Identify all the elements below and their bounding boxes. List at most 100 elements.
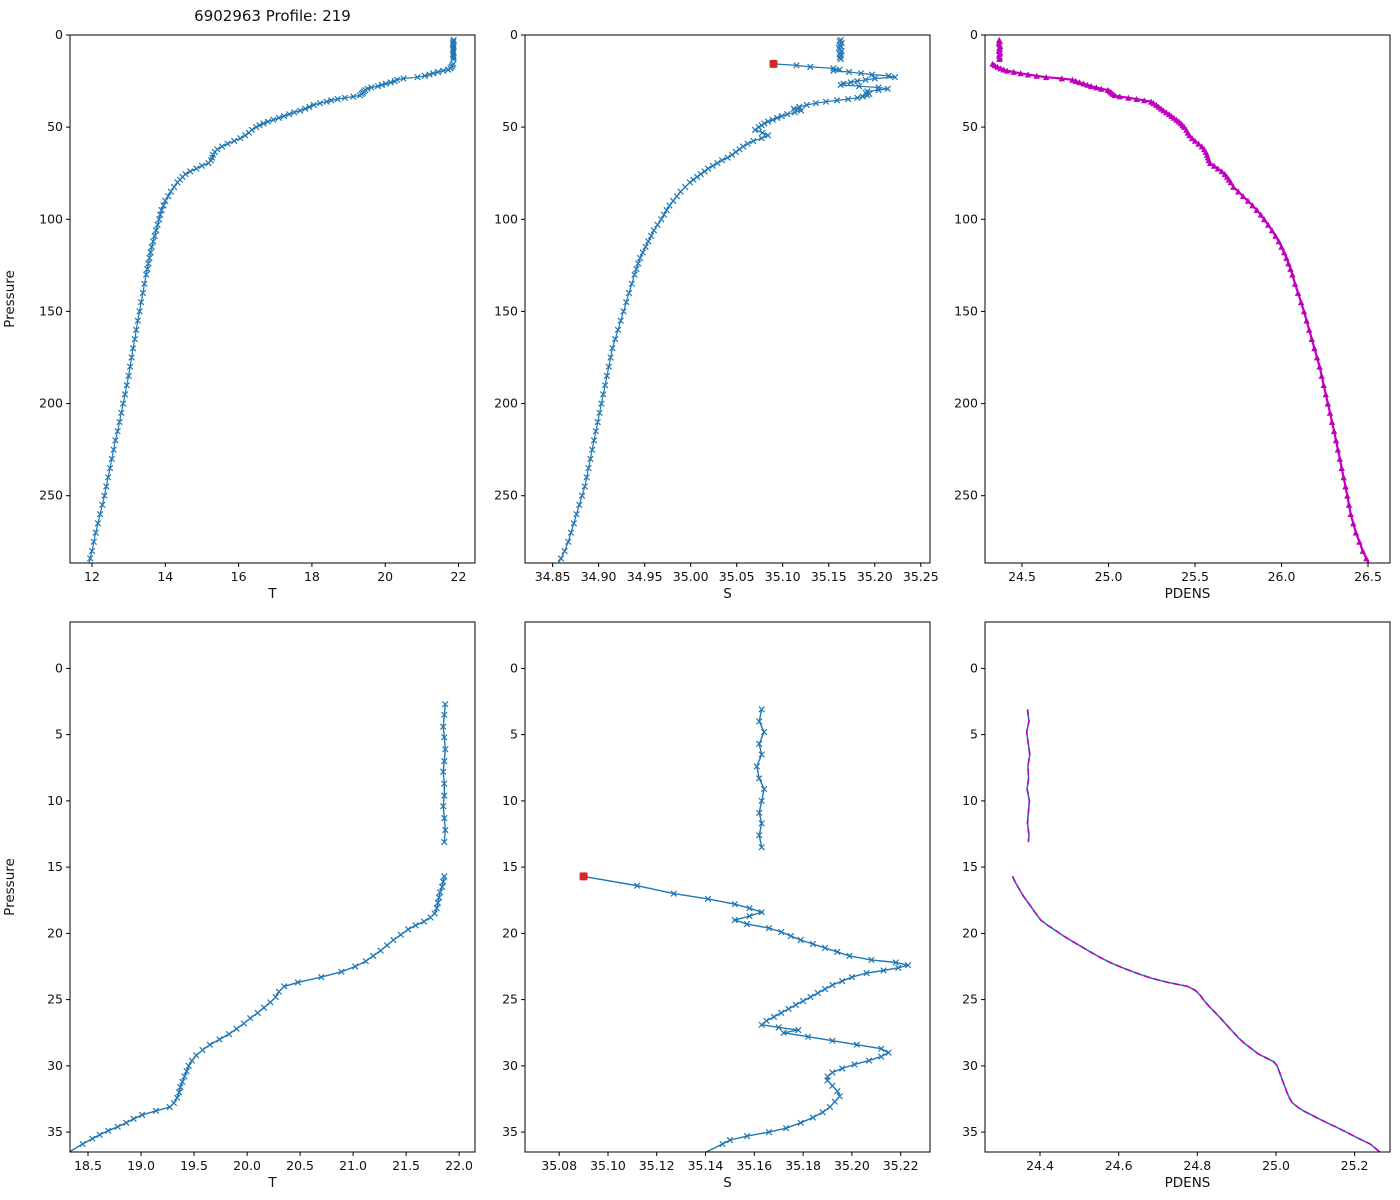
y-tick-label: 25 <box>47 992 63 1007</box>
y-tick-label: 30 <box>502 1058 518 1073</box>
y-tick-label: 150 <box>954 303 978 318</box>
y-tick-label: 250 <box>494 488 518 503</box>
y-tick-label: 15 <box>502 859 518 874</box>
x-tick-label: 18 <box>304 569 320 584</box>
x-markers <box>439 700 449 846</box>
plot-area <box>989 36 1370 563</box>
x-tick-label: 21.5 <box>392 1158 420 1173</box>
x-tick-label: 34.95 <box>627 569 663 584</box>
potential-density-profile-upper <box>1011 876 1382 1152</box>
y-tick-label: 100 <box>954 211 978 226</box>
y-tick-label: 200 <box>39 396 63 411</box>
x-tick-label: 35.00 <box>673 569 709 584</box>
x-tick-label: 20.0 <box>233 1158 261 1173</box>
y-tick-label: 20 <box>962 925 978 940</box>
y-tick-label: 20 <box>502 925 518 940</box>
x-tick-label: 22.0 <box>445 1158 473 1173</box>
x-tick-label: 14 <box>157 569 173 584</box>
x-axis-label: S <box>723 586 732 600</box>
highlighted-sample <box>579 872 588 881</box>
y-tick-label: 5 <box>510 727 518 742</box>
x-tick-label: 35.08 <box>541 1158 577 1173</box>
x-axis-label: S <box>723 1175 732 1191</box>
x-tick-label: 35.20 <box>834 1158 870 1173</box>
y-tick-label: 25 <box>962 992 978 1007</box>
axes-frame <box>524 34 931 564</box>
y-tick-label: 10 <box>962 793 978 808</box>
plot-area <box>557 36 899 563</box>
axes-frame <box>69 621 476 1153</box>
x-tick-label: 35.22 <box>883 1158 919 1173</box>
figure-title: 6902963 Profile: 219 <box>194 7 351 25</box>
x-tick-label: 20.5 <box>286 1158 314 1173</box>
x-tick-label: 35.25 <box>903 569 939 584</box>
y-tick-label: 0 <box>970 27 978 42</box>
plot-area <box>1011 709 1382 1152</box>
x-markers <box>580 873 912 1152</box>
x-tick-label: 35.12 <box>639 1158 675 1173</box>
x-tick-label: 35.14 <box>688 1158 724 1173</box>
y-tick-label: 250 <box>39 488 63 503</box>
x-tick-label: 16 <box>231 569 247 584</box>
x-tick-label: 35.16 <box>736 1158 772 1173</box>
y-tick-label: 30 <box>962 1058 978 1073</box>
plot-area <box>86 36 457 563</box>
y-tick-label: 35 <box>502 1124 518 1139</box>
axes-frame <box>69 34 476 564</box>
x-axis-label: T <box>267 586 277 600</box>
y-tick-label: 5 <box>970 727 978 742</box>
y-tick-label: 200 <box>954 396 978 411</box>
y-tick-label: 0 <box>510 27 518 42</box>
x-tick-label: 20 <box>377 569 393 584</box>
x-tick-label: 25.5 <box>1181 569 1209 584</box>
chart-temperature-full: 12 14 16 18 20 22 0 50 100 150 200 250 T Pressure 6902… <box>2 7 476 600</box>
y-tick-label: 50 <box>962 119 978 134</box>
y-tick-label: 25 <box>502 992 518 1007</box>
x-tick-label: 22 <box>451 569 467 584</box>
x-tick-label: 24.6 <box>1105 1158 1133 1173</box>
x-tick-label: 19.0 <box>127 1158 155 1173</box>
axes-frame <box>524 621 931 1153</box>
x-tick-label: 26.0 <box>1268 569 1296 584</box>
chart-density-full: 24.5 25.0 25.5 26.0 26.5 0 50 100 150 200 250 PDENS <box>954 27 1391 600</box>
temperature-profile <box>88 63 454 563</box>
x-markers <box>557 60 899 562</box>
x-tick-label: 24.5 <box>1008 569 1036 584</box>
x-tick-label: 34.85 <box>535 569 571 584</box>
y-tick-label: 15 <box>47 859 63 874</box>
y-tick-label: 100 <box>494 211 518 226</box>
potential-density-profile-upper <box>1025 709 1031 843</box>
x-markers <box>449 36 457 63</box>
salinity-profile-upper <box>583 875 909 1152</box>
x-markers <box>835 36 845 63</box>
y-tick-label: 0 <box>55 27 63 42</box>
x-tick-label: 25.0 <box>1095 569 1123 584</box>
potential-density-profile-upper <box>1011 876 1382 1152</box>
y-tick-label: 5 <box>55 727 63 742</box>
y-tick-label: 10 <box>502 793 518 808</box>
y-axis-label: Pressure <box>2 270 18 328</box>
x-tick-label: 21.0 <box>339 1158 367 1173</box>
y-tick-label: 50 <box>47 119 63 134</box>
salinity-profile <box>557 63 896 563</box>
y-tick-label: 150 <box>39 303 63 318</box>
chart-temperature-zoom: 18.5 19.0 19.5 20.0 20.5 21.0 21.5 22.0 0 5 10 15 20… <box>2 621 476 1191</box>
x-tick-label: 35.10 <box>765 569 801 584</box>
y-tick-label: 100 <box>39 211 63 226</box>
chart-density-zoom: 24.4 24.6 24.8 25.0 25.2 0 5 10 15 20 25 30 35 PDENS <box>962 621 1391 1191</box>
y-tick-label: 20 <box>47 925 63 940</box>
y-tick-label: 250 <box>954 488 978 503</box>
plot-area <box>579 706 912 1152</box>
x-axis-label: PDENS <box>1165 1175 1211 1191</box>
axes-frame <box>984 34 1391 564</box>
x-tick-label: 18.5 <box>74 1158 102 1173</box>
triangle-markers <box>989 60 1370 562</box>
triangle-markers <box>995 36 1004 62</box>
y-tick-label: 150 <box>494 303 518 318</box>
x-tick-label: 35.18 <box>785 1158 821 1173</box>
y-tick-label: 10 <box>47 793 63 808</box>
x-axis-label: PDENS <box>1165 586 1211 600</box>
y-tick-label: 30 <box>47 1058 63 1073</box>
x-tick-label: 25.2 <box>1341 1158 1369 1173</box>
